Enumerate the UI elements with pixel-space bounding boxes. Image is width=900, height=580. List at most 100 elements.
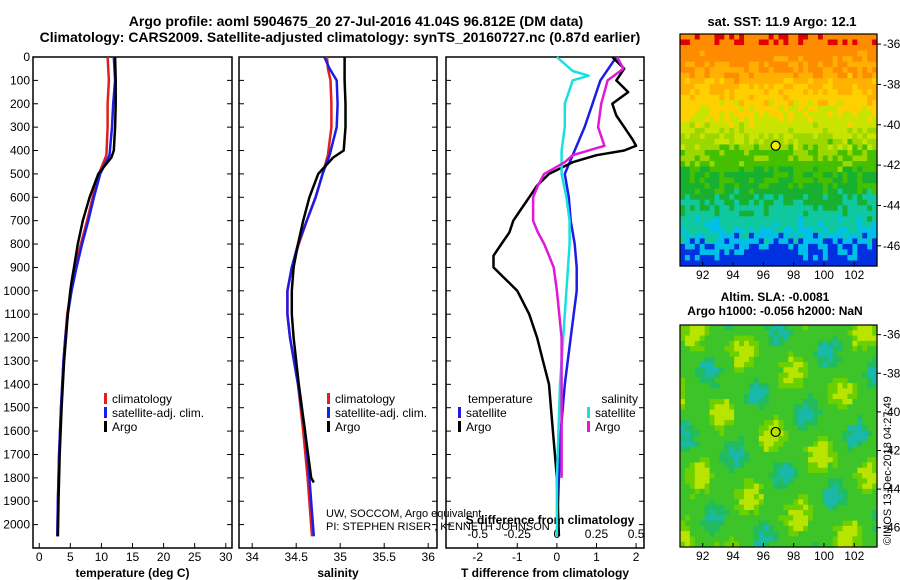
map-cell — [778, 105, 785, 112]
map-cell — [783, 414, 789, 421]
map-cell — [822, 78, 829, 85]
map-cell — [680, 420, 686, 427]
map-cell — [852, 510, 858, 516]
map-cell — [798, 504, 804, 511]
map-cell — [803, 78, 809, 85]
map-cell — [837, 525, 844, 532]
map-cell — [793, 133, 799, 140]
map-cell — [744, 325, 750, 331]
map-cell — [680, 56, 686, 63]
map-cell — [699, 335, 706, 342]
map-cell — [734, 50, 740, 57]
map-cell — [817, 356, 824, 363]
map-cell — [822, 457, 829, 464]
map-cell — [753, 383, 760, 390]
map-cell — [753, 388, 760, 395]
map-cell — [857, 199, 863, 206]
map-cell — [832, 122, 839, 129]
map-cell — [709, 45, 716, 52]
map-cell — [808, 45, 814, 52]
map-cell — [822, 510, 829, 516]
map-cell — [803, 216, 809, 223]
map-cell — [827, 89, 834, 96]
map-cell — [847, 183, 853, 190]
map-cell — [724, 525, 730, 532]
map-cell — [778, 388, 785, 395]
map-cell — [857, 105, 863, 112]
map-cell — [748, 367, 755, 374]
map-cell — [822, 467, 829, 474]
map-cell — [709, 372, 716, 379]
map-cell — [719, 383, 725, 390]
map-cell — [704, 166, 711, 173]
map-cell — [793, 243, 799, 251]
map-cell — [689, 478, 696, 485]
map-cell — [709, 388, 716, 395]
map-cell — [714, 221, 720, 228]
map-cell — [689, 425, 696, 432]
map-cell — [808, 351, 814, 358]
map-cell — [852, 161, 858, 168]
map-cell — [817, 414, 824, 421]
map-cell — [744, 161, 750, 168]
map-cell — [734, 467, 740, 474]
map-cell — [778, 78, 785, 85]
map-cell — [872, 205, 878, 212]
map-cell — [684, 105, 691, 112]
map-cell — [758, 199, 765, 206]
map-cell — [734, 414, 740, 421]
map-cell — [758, 166, 765, 173]
map-cell — [768, 227, 775, 234]
map-cell — [778, 210, 785, 217]
map-cell — [739, 172, 745, 179]
map-cell — [709, 441, 716, 448]
map-cell — [684, 227, 691, 234]
map-cell — [778, 243, 785, 251]
map-cell — [852, 188, 858, 195]
map-cell — [842, 420, 849, 427]
map-cell — [817, 478, 824, 485]
map-cell — [773, 462, 780, 469]
map-cell — [699, 441, 706, 448]
map-cell — [773, 116, 780, 123]
map-cell — [744, 388, 750, 395]
map-cell — [793, 388, 799, 395]
map-cell — [763, 430, 770, 437]
map-cell — [793, 127, 799, 135]
map-cell — [778, 483, 785, 490]
map-cell — [744, 133, 750, 140]
map-cell — [729, 111, 735, 118]
map-cell — [744, 504, 750, 511]
map-cell — [739, 61, 745, 68]
map-cell — [704, 388, 711, 395]
map-cell — [734, 335, 740, 342]
map-cell — [684, 483, 691, 490]
map-cell — [694, 89, 701, 96]
map-cell — [872, 436, 878, 442]
map-cell — [753, 205, 760, 212]
map-cell — [862, 116, 868, 123]
map-cell — [778, 122, 785, 129]
map-cell — [694, 260, 701, 267]
map-cell — [788, 254, 794, 262]
map-cell — [719, 362, 725, 368]
map-cell — [822, 393, 829, 400]
map-cell — [744, 150, 750, 157]
map-cell — [689, 83, 696, 90]
x-tick-label: 0 — [36, 550, 43, 564]
map-cell — [857, 515, 863, 522]
map-cell — [699, 138, 706, 146]
map-cell — [857, 404, 863, 411]
map-cell — [788, 520, 794, 527]
map-cell — [699, 510, 706, 516]
map-cell — [739, 515, 745, 522]
map-cell — [714, 94, 720, 101]
map-cell — [852, 210, 858, 217]
map-cell — [773, 232, 780, 239]
map-cell — [773, 210, 780, 217]
map-cell — [857, 420, 863, 427]
map-cell — [768, 393, 775, 400]
map-cell — [842, 330, 849, 337]
map-cell — [734, 210, 740, 217]
map-cell — [709, 122, 716, 129]
